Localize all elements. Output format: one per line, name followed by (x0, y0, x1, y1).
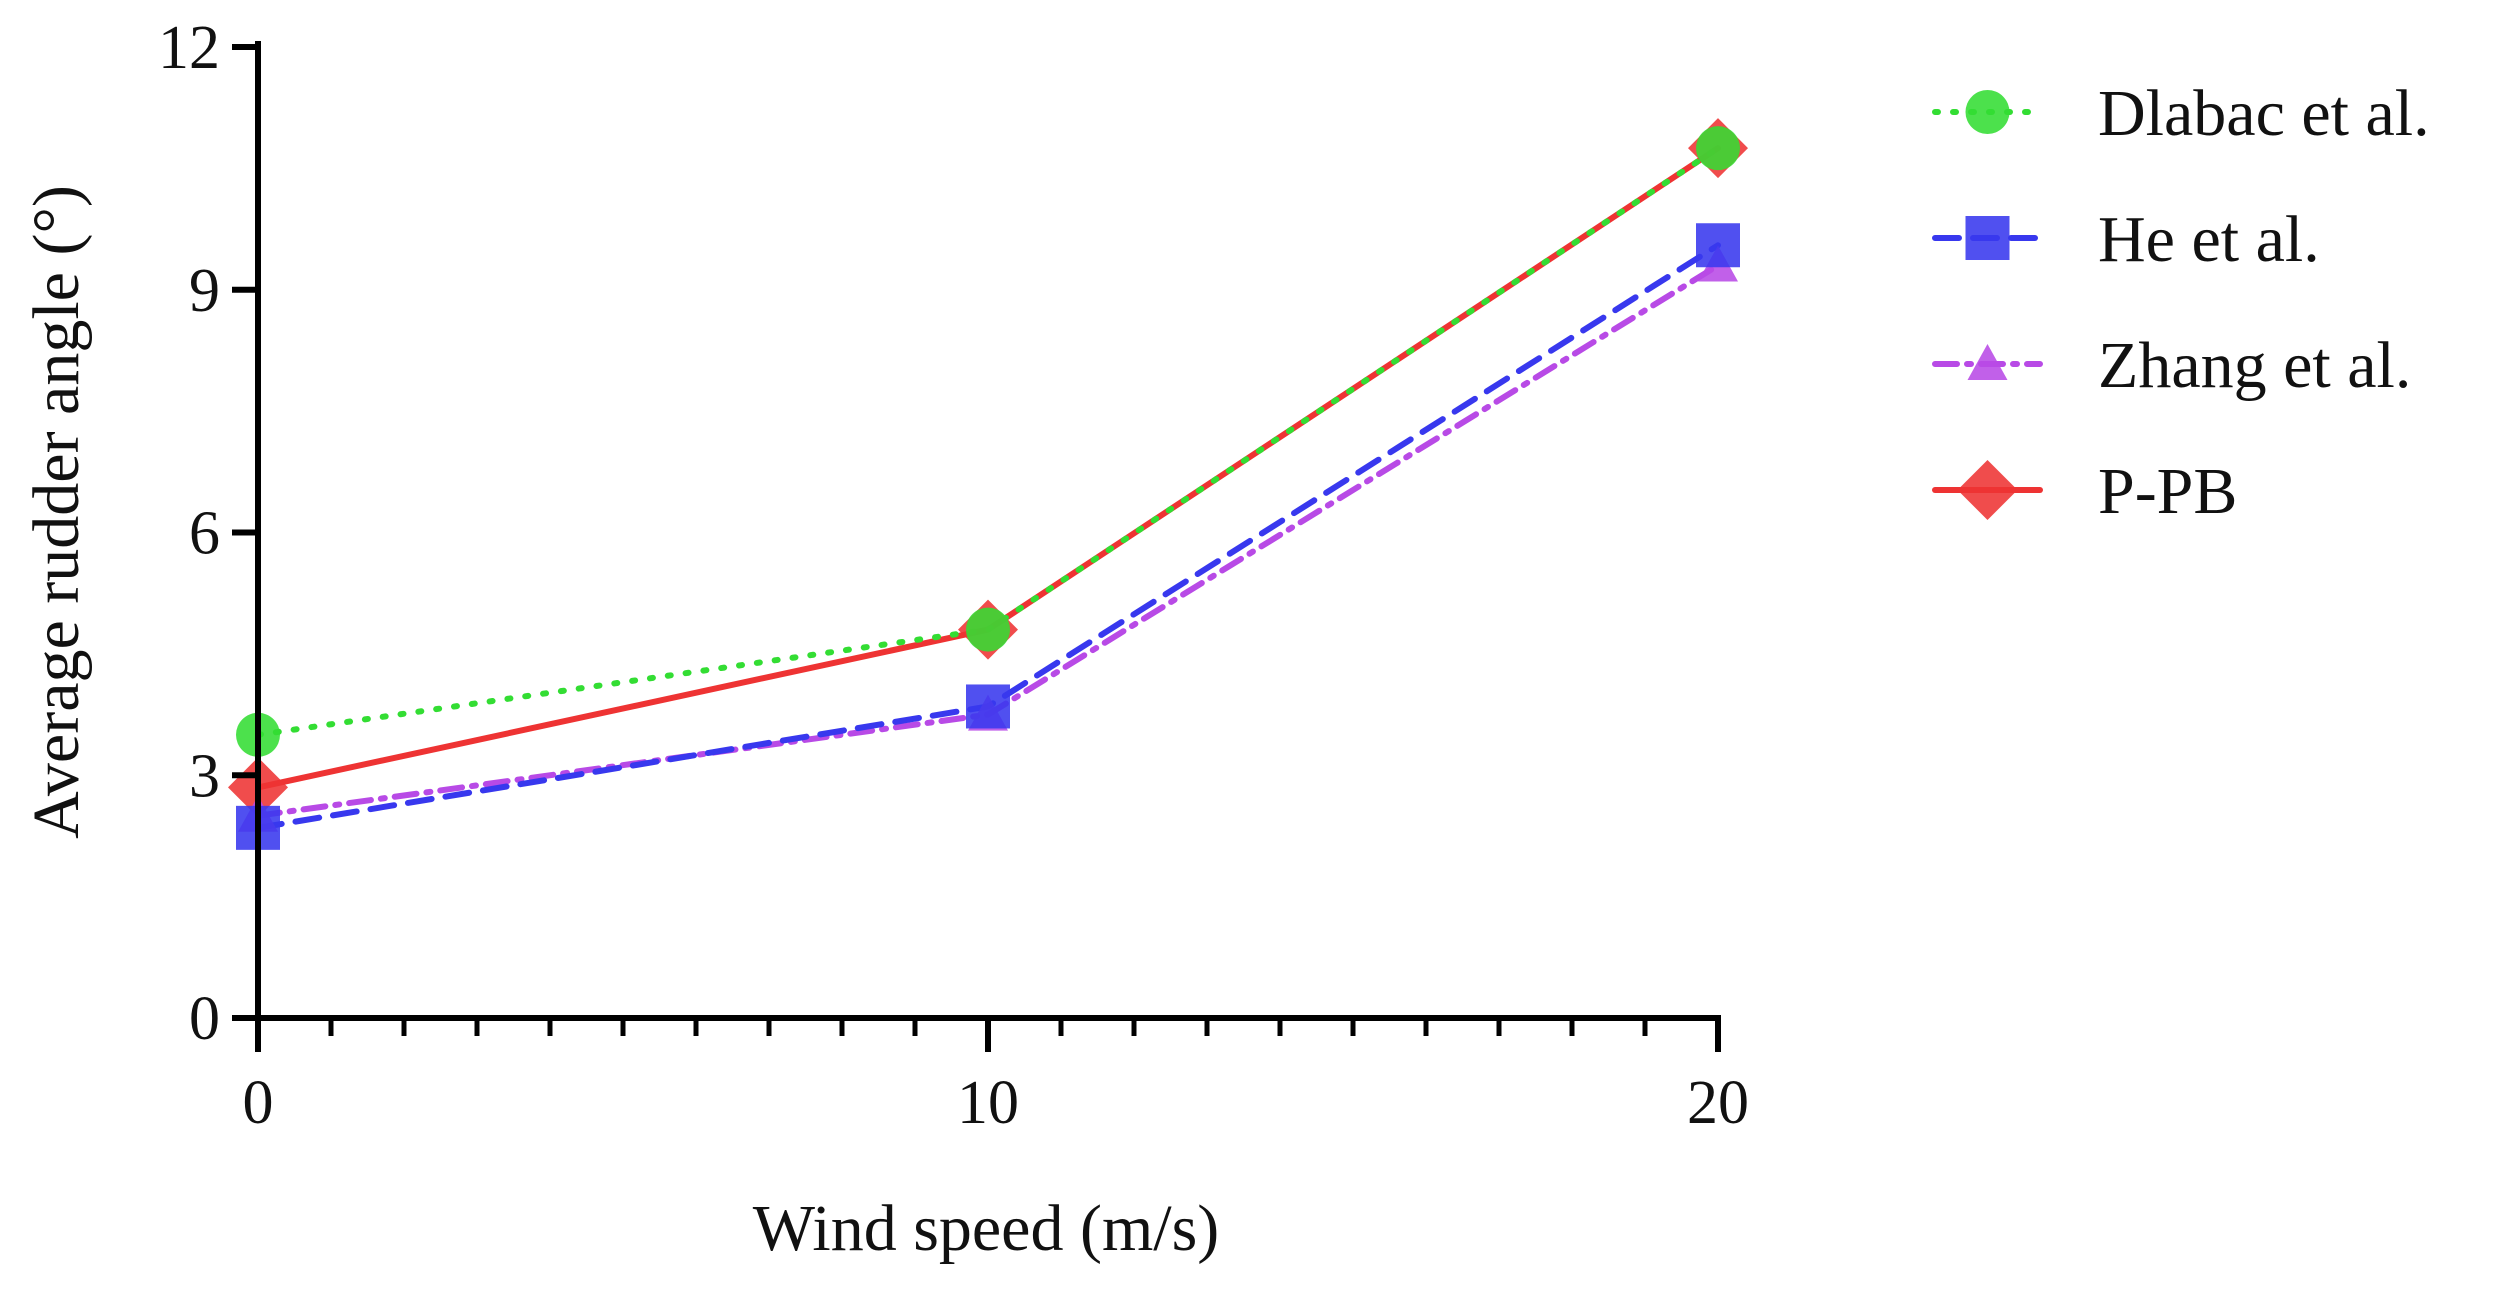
legend-marker-dlabac-et-al (1965, 90, 2010, 134)
legend-marker-p-pb (1957, 460, 2018, 520)
x-tick-label: 0 (243, 1069, 274, 1137)
legend-label-he-et-al: He et al. (2098, 203, 2320, 276)
x-tick-label: 10 (957, 1069, 1019, 1137)
y-tick-label: 9 (189, 257, 220, 325)
y-tick-label: 6 (189, 500, 220, 568)
axes: 0 3 6 9 12 0 10 20 (158, 14, 1749, 1137)
series-markers (228, 118, 1748, 850)
legend: Dlabac et al. He et al. Zhang et al. P-PB (1932, 77, 2430, 528)
legend-label-p-pb: P-PB (2098, 455, 2237, 528)
data-point-dlabac-et-al-2 (1696, 126, 1740, 171)
y-axis-title: Average rudder angle (°) (20, 185, 93, 839)
y-tick-label: 12 (158, 14, 220, 82)
x-tick-label: 20 (1687, 1069, 1749, 1137)
legend-marker-he-et-al (1965, 216, 2010, 260)
legend-label-dlabac-et-al: Dlabac et al. (2098, 77, 2430, 150)
data-point-dlabac-et-al-1 (966, 607, 1010, 652)
legend-label-zhang-et-al: Zhang et al. (2098, 329, 2411, 402)
y-tick-label: 0 (189, 985, 220, 1053)
data-point-he-et-al-2 (1696, 223, 1740, 268)
series-line-zhang-et-al (255, 262, 1721, 819)
legend-marker-zhang-et-al (1967, 344, 2008, 380)
x-axis-title: Wind speed (m/s) (753, 1192, 1220, 1265)
data-point-he-et-al-1 (966, 684, 1010, 729)
y-tick-label: 3 (189, 742, 220, 810)
